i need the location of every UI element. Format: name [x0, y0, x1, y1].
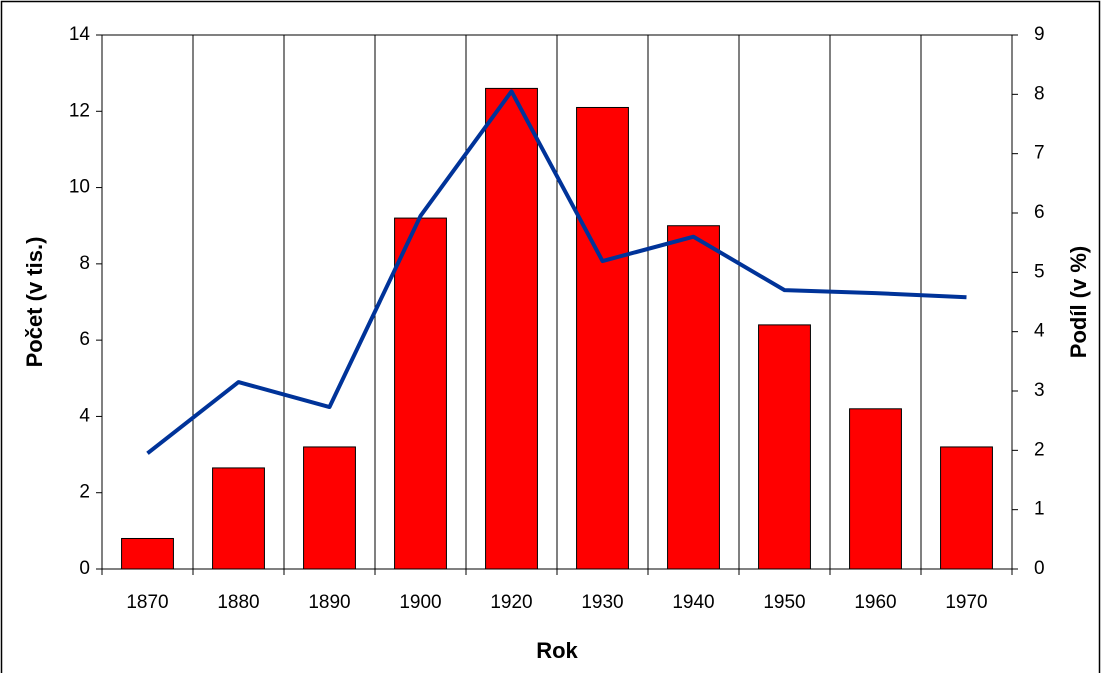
bar: [212, 467, 265, 570]
bar: [303, 446, 356, 570]
bar: [667, 225, 720, 570]
y-tick-label: 2: [79, 482, 90, 503]
y-tick-label: 14: [69, 24, 91, 45]
x-tick-label: 1970: [945, 592, 987, 613]
y2-tick-label: 7: [1034, 143, 1045, 164]
x-tick-label: 1950: [763, 592, 805, 613]
y-tick-label: 12: [69, 100, 90, 121]
x-tick-label: 1900: [399, 592, 441, 613]
y2-tick-label: 8: [1034, 83, 1045, 104]
bar: [394, 217, 447, 570]
x-tick-label: 1880: [217, 592, 259, 613]
y2-tick-label: 5: [1034, 261, 1045, 282]
x-tick-label: 1960: [854, 592, 896, 613]
bar: [940, 446, 993, 570]
y2-axis-title: Podíl (v %): [1066, 246, 1091, 358]
bar: [121, 537, 174, 570]
bar: [485, 87, 538, 570]
y-tick-label: 0: [79, 558, 90, 579]
y-tick-label: 4: [79, 405, 90, 426]
y-axis-title: Počet (v tis.): [22, 237, 47, 368]
plot-border: [101, 34, 1013, 570]
y2-tick-label: 6: [1034, 202, 1045, 223]
x-tick-label: 1930: [581, 592, 623, 613]
y2-tick-label: 9: [1034, 24, 1045, 45]
x-tick-label: 1920: [490, 592, 532, 613]
x-tick-label: 1890: [308, 592, 350, 613]
line: [146, 89, 967, 455]
bar: [849, 408, 902, 570]
y-tick-label: 8: [79, 253, 90, 274]
bar: [576, 106, 629, 570]
x-tick-label: 1870: [126, 592, 168, 613]
y2-tick-label: 0: [1034, 558, 1045, 579]
y2-tick-label: 3: [1034, 380, 1045, 401]
y-tick-label: 6: [79, 329, 90, 350]
y2-tick-label: 2: [1034, 439, 1045, 460]
y2-tick-label: 1: [1034, 499, 1045, 520]
y2-tick-label: 4: [1034, 321, 1045, 342]
y-tick-label: 10: [69, 177, 90, 198]
x-tick-label: 1940: [672, 592, 714, 613]
x-axis-title: Rok: [536, 638, 578, 663]
bar: [758, 324, 811, 570]
